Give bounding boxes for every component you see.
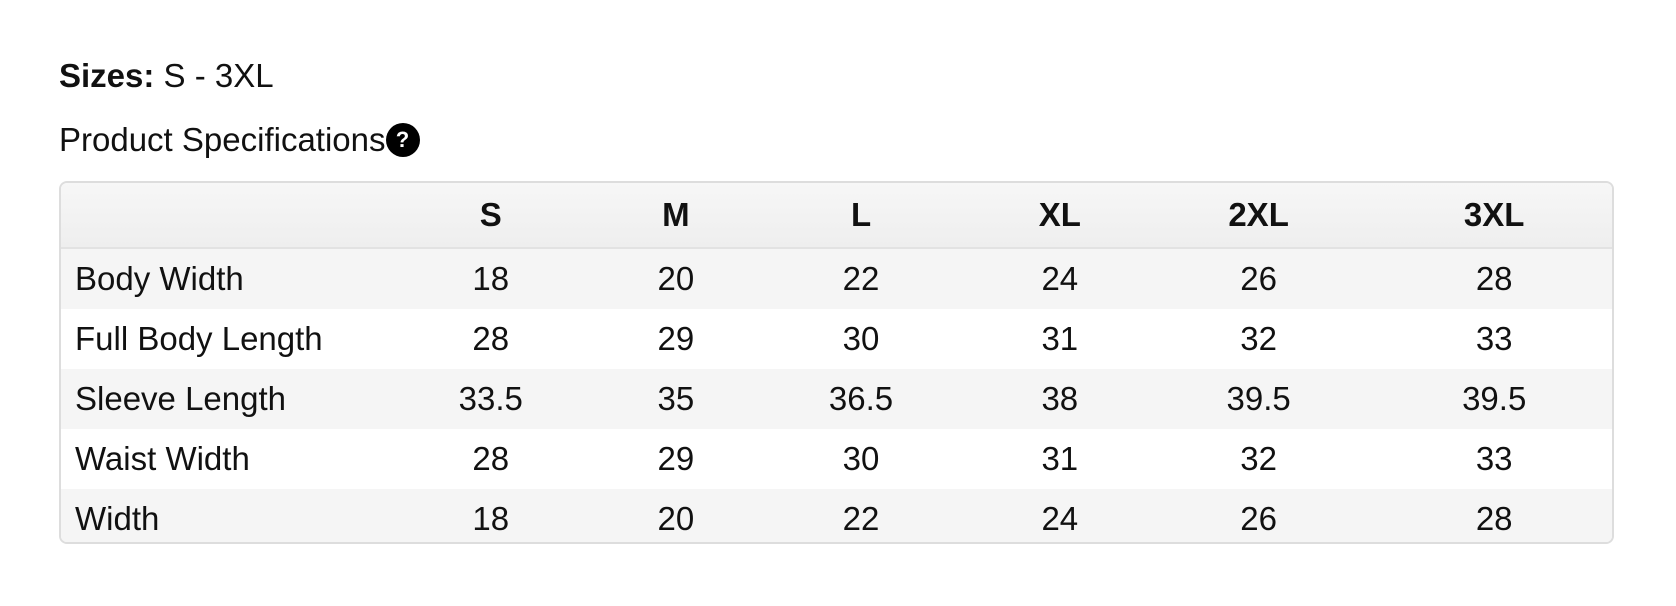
row-label: Body Width [61,248,373,309]
table-cell: 33 [1376,309,1612,369]
header-empty [61,183,373,249]
table-cell: 31 [978,309,1141,369]
column-header-xl: XL [978,183,1141,249]
row-label: Sleeve Length [61,369,373,429]
table-cell: 28 [1376,489,1612,542]
size-chart-table: S M L XL 2XL 3XL Body Width 18 20 22 24 26 28 Full B… [59,181,1614,544]
sizes-line: Sizes: S - 3XL [59,56,274,96]
column-header-l: L [743,183,979,249]
table-row: Width 18 20 22 24 26 28 [61,489,1612,542]
table-cell: 31 [978,429,1141,489]
table-cell: 26 [1140,248,1377,309]
table-cell: 20 [608,489,744,542]
table-cell: 28 [373,309,609,369]
table-cell: 33 [1376,429,1612,489]
table-cell: 24 [978,248,1141,309]
table-row: Waist Width 28 29 30 31 32 33 [61,429,1612,489]
product-specifications-heading: Product Specifications ? [59,120,420,160]
table-cell: 39.5 [1140,369,1377,429]
sizes-label: Sizes: [59,57,155,94]
table-cell: 29 [608,429,744,489]
table-cell: 22 [743,248,979,309]
table-cell: 38 [978,369,1141,429]
row-label: Full Body Length [61,309,373,369]
sizes-value: S - 3XL [163,57,274,94]
table-cell: 30 [743,429,979,489]
product-specifications-title: Product Specifications [59,121,386,158]
table-cell: 20 [608,248,744,309]
table-row: Full Body Length 28 29 30 31 32 33 [61,309,1612,369]
table-cell: 32 [1140,429,1377,489]
question-circle-icon[interactable]: ? [385,123,420,157]
column-header-m: M [608,183,744,249]
table-row: Sleeve Length 33.5 35 36.5 38 39.5 39.5 [61,369,1612,429]
row-label: Width [61,489,373,542]
table-row: Body Width 18 20 22 24 26 28 [61,248,1612,309]
table-cell: 33.5 [373,369,609,429]
column-header-2xl: 2XL [1140,183,1377,249]
table-cell: 36.5 [743,369,979,429]
table-cell: 26 [1140,489,1377,542]
table-cell: 32 [1140,309,1377,369]
table-cell: 30 [743,309,979,369]
table-cell: 22 [743,489,979,542]
table-cell: 29 [608,309,744,369]
table-cell: 18 [373,248,609,309]
table-cell: 35 [608,369,744,429]
table-cell: 24 [978,489,1141,542]
table-cell: 39.5 [1376,369,1612,429]
table-cell: 28 [1376,248,1612,309]
table-cell: 28 [373,429,609,489]
table-header-row: S M L XL 2XL 3XL [61,183,1612,249]
table-cell: 18 [373,489,609,542]
column-header-3xl: 3XL [1376,183,1612,249]
row-label: Waist Width [61,429,373,489]
column-header-s: S [373,183,609,249]
